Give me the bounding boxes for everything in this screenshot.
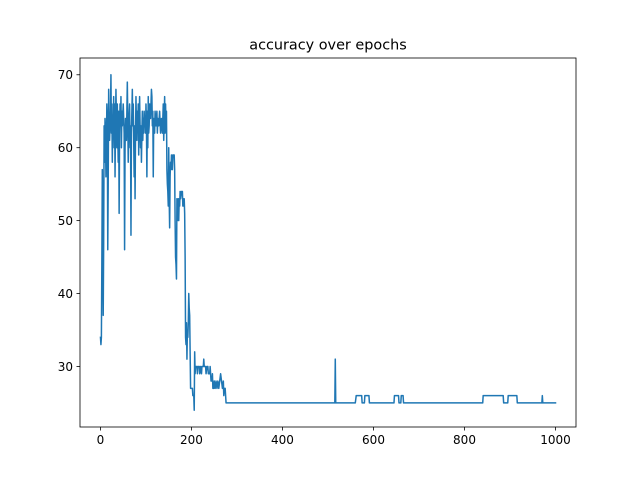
- y-tick-label: 40: [58, 287, 73, 301]
- x-axis: 0 200 400 600 800 1000: [97, 427, 571, 447]
- x-tick-label: 600: [362, 433, 385, 447]
- y-axis: 30 40 50 60 70: [58, 68, 80, 374]
- y-tick-label: 30: [58, 360, 73, 374]
- x-tick-label: 200: [180, 433, 203, 447]
- chart-title: accuracy over epochs: [249, 38, 407, 54]
- plot-area: [99, 74, 557, 411]
- y-tick-label: 50: [58, 214, 73, 228]
- x-tick-label: 800: [453, 433, 476, 447]
- x-tick-label: 0: [97, 433, 105, 447]
- y-tick-label: 60: [58, 141, 73, 155]
- x-tick-label: 400: [271, 433, 294, 447]
- y-tick-label: 70: [58, 68, 73, 82]
- series-line-accuracy: [99, 74, 557, 411]
- x-tick-label: 1000: [540, 433, 571, 447]
- axes-frame: [79, 57, 577, 428]
